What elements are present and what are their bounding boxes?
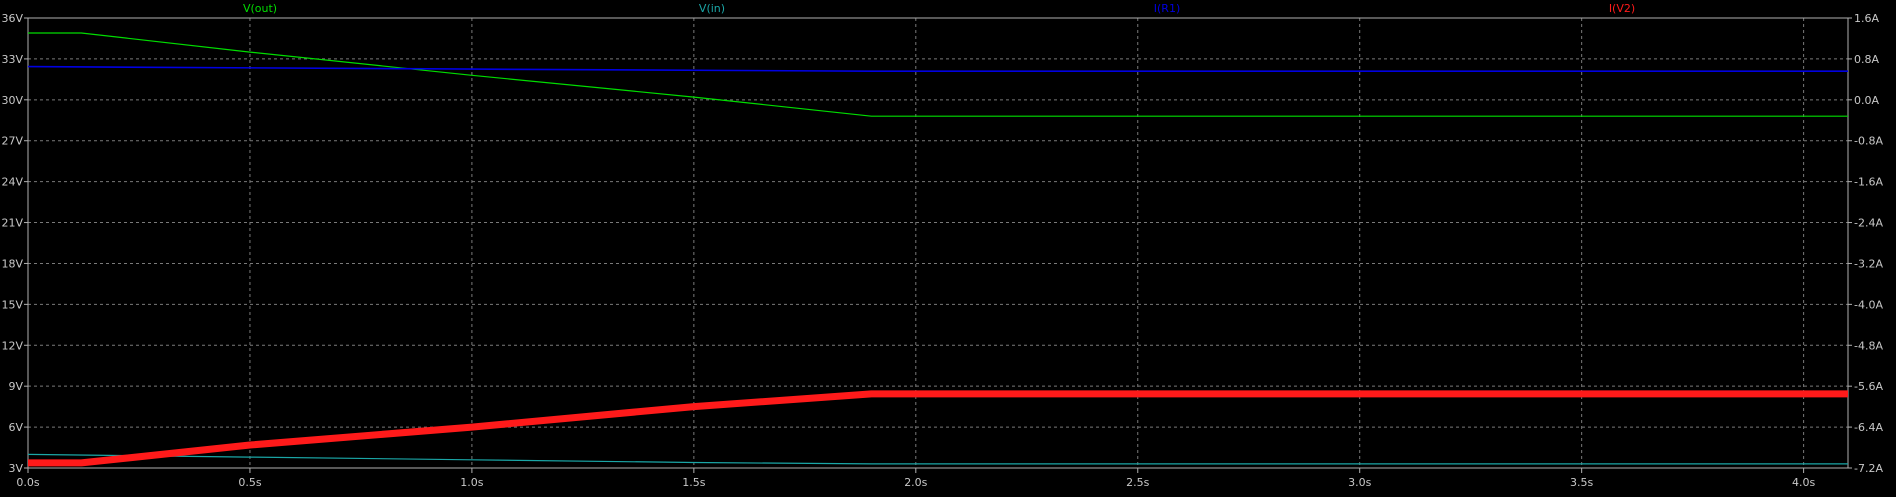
x-tick-label: 0.0s [16, 476, 39, 489]
series-line [27, 65, 1848, 72]
y-left-tick-label: 6V [8, 421, 23, 434]
y-right-tick-label: -1.6A [1854, 176, 1883, 189]
x-tick-label: 3.0s [1348, 476, 1371, 489]
y-right-tick-label: -6.4A [1854, 421, 1883, 434]
legend-entry[interactable]: V(in) [699, 2, 725, 15]
traces [27, 32, 1848, 467]
grid [28, 18, 1848, 468]
x-tick-label: 0.5s [238, 476, 261, 489]
y-right-tick-label: 0.0A [1854, 94, 1879, 107]
y-right-tick-label: -7.2A [1854, 462, 1883, 475]
y-left-tick-label: 33V [1, 53, 23, 66]
legend-entry[interactable]: I(R1) [1154, 2, 1180, 15]
y-right-tick-label: -4.8A [1854, 339, 1883, 352]
x-tick-label: 1.0s [460, 476, 483, 489]
y-left-tick-label: 3V [8, 462, 23, 475]
y-right-tick-label: 0.8A [1854, 53, 1879, 66]
y-left-tick-label: 24V [1, 176, 23, 189]
x-tick-label: 3.5s [1570, 476, 1593, 489]
legend: V(out) V(in) I(R1) I(V2) [243, 2, 1635, 15]
y-right-tick-label: 1.6A [1854, 12, 1879, 25]
y-left-tick-label: 36V [1, 12, 23, 25]
y-left-tick-label: 12V [1, 339, 23, 352]
y-left-tick-label: 9V [8, 380, 23, 393]
y-left-tick-label: 15V [1, 298, 23, 311]
series-line [27, 453, 1848, 465]
series-line [28, 390, 1848, 467]
y-right-tick-label: -4.0A [1854, 298, 1883, 311]
series-line [28, 32, 1848, 117]
x-tick-label: 2.5s [1126, 476, 1149, 489]
y-right-tick-label: -2.4A [1854, 217, 1883, 230]
y-right-tick-label: -0.8A [1854, 135, 1883, 148]
x-tick-label: 4.0s [1792, 476, 1815, 489]
y-left-tick-label: 30V [1, 94, 23, 107]
y-left-tick-label: 18V [1, 257, 23, 270]
axes: 0.0s 0.5s 1.0s 1.5s 2.0s 2.5s 3.0s 3.5s 4.0s 36V 3… [1, 12, 1883, 489]
y-left-tick-label: 27V [1, 135, 23, 148]
legend-entry[interactable]: V(out) [243, 2, 277, 15]
y-right-tick-label: -5.6A [1854, 380, 1883, 393]
y-left-tick-label: 21V [1, 217, 23, 230]
y-right-tick-label: -3.2A [1854, 257, 1883, 270]
x-tick-label: 1.5s [682, 476, 705, 489]
legend-entry[interactable]: I(V2) [1609, 2, 1635, 15]
x-tick-label: 2.0s [904, 476, 927, 489]
plot-frame [27, 17, 1849, 469]
